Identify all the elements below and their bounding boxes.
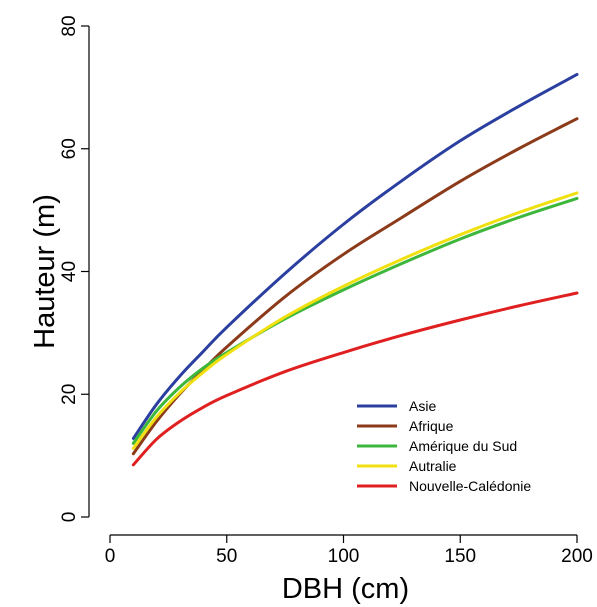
x-tick-label: 150: [444, 546, 476, 567]
legend-label-asie: Asie: [409, 398, 436, 414]
y-tick-label: 20: [59, 384, 80, 405]
legend-label-nouvelle-caledonie: Nouvelle-Calédonie: [409, 478, 531, 494]
legend-label-autralie: Autralie: [409, 458, 457, 474]
series-line-nouvelle-caledonie: [131, 291, 579, 467]
legend-label-amerique-du-sud: Amérique du Sud: [409, 438, 517, 454]
series-line-autralie: [131, 191, 579, 450]
y-axis-title: Hauteur (m): [29, 194, 61, 349]
x-tick-label: 200: [561, 546, 593, 567]
series-lines: [131, 72, 579, 467]
x-tick-label: 50: [216, 546, 237, 567]
y-tick-label: 60: [59, 138, 80, 159]
x-tick-label: 0: [105, 546, 116, 567]
series-line-afrique: [131, 117, 579, 456]
axes: 0 50 100 150 200 0 20 40 60 80: [59, 15, 593, 567]
legend-label-afrique: Afrique: [409, 418, 454, 434]
series-line-asie: [131, 72, 579, 440]
legend: Asie Afrique Amérique du Sud Autralie Nouvel…: [357, 398, 531, 494]
series-line-amerique-du-sud: [131, 196, 579, 445]
y-tick-label: 40: [59, 261, 80, 282]
x-tick-label: 100: [328, 546, 360, 567]
x-axis-title: DBH (cm): [282, 573, 409, 605]
y-tick-label: 80: [59, 15, 80, 36]
y-tick-label: 0: [59, 512, 80, 523]
